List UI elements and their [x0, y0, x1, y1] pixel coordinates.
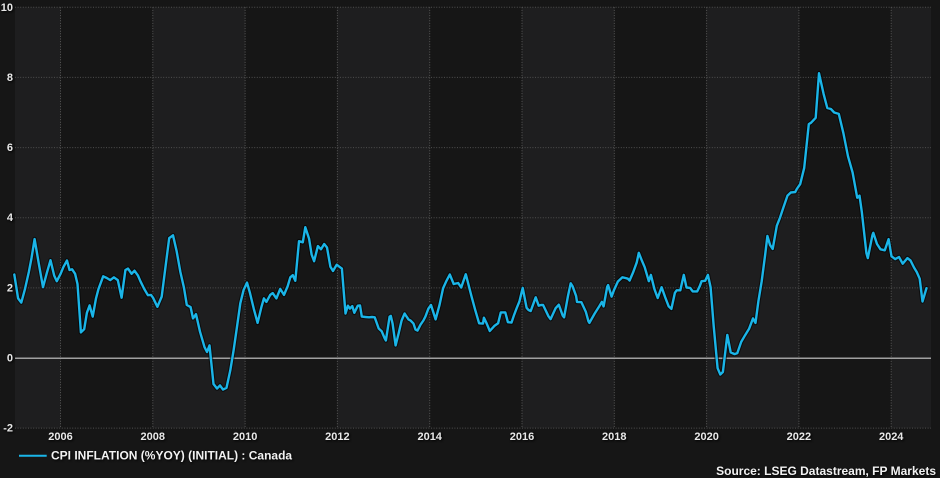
svg-text:2: 2	[7, 282, 13, 294]
svg-text:2020: 2020	[694, 431, 718, 443]
svg-text:2006: 2006	[48, 431, 72, 443]
svg-text:2008: 2008	[141, 431, 165, 443]
svg-text:10: 10	[1, 2, 13, 14]
svg-text:CPI INFLATION (%YOY) (INITIAL): CPI INFLATION (%YOY) (INITIAL) : Canada	[51, 449, 292, 463]
svg-text:8: 8	[7, 72, 13, 84]
svg-text:2010: 2010	[233, 431, 257, 443]
svg-text:Source: LSEG Datastream, FP Ma: Source: LSEG Datastream, FP Markets	[716, 464, 936, 478]
svg-text:0: 0	[7, 353, 13, 365]
svg-text:2024: 2024	[879, 431, 904, 443]
svg-text:2012: 2012	[325, 431, 349, 443]
svg-text:2018: 2018	[602, 431, 626, 443]
svg-text:4: 4	[7, 212, 14, 224]
svg-text:2014: 2014	[417, 431, 442, 443]
svg-text:2022: 2022	[787, 431, 811, 443]
svg-text:-2: -2	[3, 423, 13, 435]
svg-text:6: 6	[7, 142, 13, 154]
svg-text:2016: 2016	[510, 431, 534, 443]
